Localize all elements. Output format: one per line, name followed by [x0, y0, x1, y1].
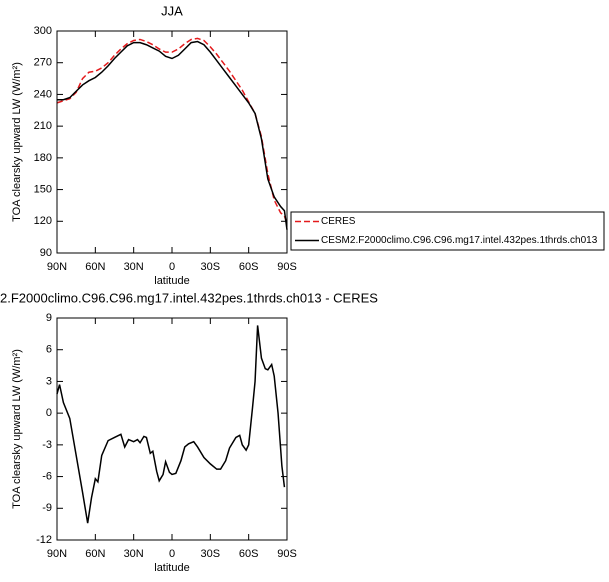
y-axis-label: TOA clearsky upward LW (W/m²)	[11, 62, 23, 222]
y-tick-label: 6	[46, 344, 52, 356]
data-line	[56, 37, 288, 224]
y-tick-label: -3	[42, 439, 52, 451]
chart-title: JJA	[161, 3, 183, 18]
data-line	[57, 40, 288, 230]
y-tick-label: 90	[40, 247, 52, 259]
x-tick-label: 0	[169, 548, 175, 560]
plot-frame	[56, 30, 288, 254]
y-tick-label: 3	[46, 375, 52, 387]
y-tick-label: 0	[46, 407, 52, 419]
x-tick-label: 60S	[239, 261, 259, 273]
x-tick-label: 90S	[277, 261, 297, 273]
x-axis-label: latitude	[154, 275, 189, 287]
y-tick-label: 120	[34, 215, 52, 227]
x-axis-label: latitude	[154, 562, 189, 574]
y-tick-label: 9	[46, 312, 52, 324]
x-tick-label: 30S	[201, 261, 221, 273]
data-line	[56, 325, 286, 524]
x-tick-label: 60N	[85, 548, 105, 560]
y-tick-label: 300	[34, 25, 52, 37]
y-tick-label: 240	[34, 88, 52, 100]
legend-box	[290, 211, 605, 251]
legend-label: CERES	[321, 216, 356, 227]
y-tick-label: -9	[42, 502, 52, 514]
x-tick-label: 0	[169, 261, 175, 273]
y-tick-label: -12	[36, 534, 52, 546]
y-tick-label: 180	[34, 152, 52, 164]
x-tick-label: 90N	[47, 261, 67, 273]
y-tick-label: 270	[34, 57, 52, 69]
chart-title: 2.F2000climo.C96.C96.mg17.intel.432pes.1…	[0, 290, 378, 305]
x-tick-label: 90N	[47, 548, 67, 560]
y-axis-label: TOA clearsky upward LW (W/m²)	[11, 349, 23, 509]
x-tick-label: 30S	[201, 548, 221, 560]
x-tick-label: 60N	[85, 261, 105, 273]
plot-frame	[56, 317, 288, 541]
x-tick-label: 60S	[239, 548, 259, 560]
y-tick-label: -6	[42, 470, 52, 482]
x-tick-label: 30N	[124, 548, 144, 560]
x-tick-label: 30N	[124, 261, 144, 273]
x-tick-label: 90S	[277, 548, 297, 560]
legend-label: CESM2.F2000climo.C96.C96.mg17.intel.432p…	[321, 235, 598, 246]
y-tick-label: 150	[34, 183, 52, 195]
y-tick-label: 210	[34, 120, 52, 132]
